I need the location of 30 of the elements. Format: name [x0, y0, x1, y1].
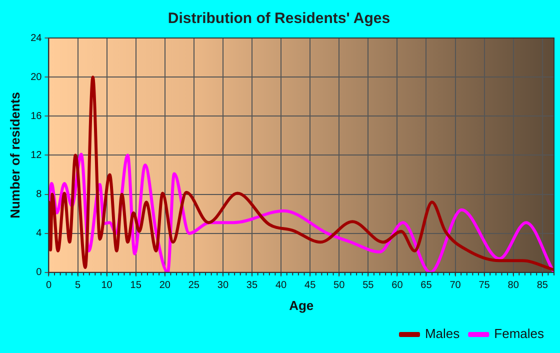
x-tick-label: 65 [420, 280, 432, 292]
x-tick-label: 10 [101, 280, 113, 292]
x-tick-label: 55 [362, 280, 374, 292]
y-axis-title: Number of residents [7, 92, 22, 218]
x-tick-label: 30 [217, 280, 229, 292]
x-tick-label: 70 [450, 280, 462, 292]
y-tick-label: 8 [36, 189, 42, 200]
x-tick-label: 40 [275, 280, 288, 292]
x-tick-label: 5 [74, 280, 81, 292]
legend-label: Females [494, 326, 544, 342]
x-tick-label: 35 [246, 280, 258, 292]
x-tick-label: 60 [392, 280, 404, 292]
y-tick-label: 16 [30, 110, 42, 122]
x-tick-label: 50 [334, 280, 346, 292]
y-tick-label: 20 [30, 72, 42, 83]
chart-title: Distribution of Residents' Ages [168, 10, 390, 28]
y-tick-label: 0 [36, 267, 42, 278]
x-tick-label: 25 [188, 280, 200, 292]
y-tick-label: 24 [30, 32, 42, 44]
x-tick-label: 75 [478, 280, 490, 292]
x-tick-label: 0 [46, 280, 52, 292]
legend-label: Males [424, 326, 460, 342]
x-tick-label: 80 [508, 280, 520, 292]
y-tick-label: 4 [36, 228, 42, 240]
x-tick-label: 85 [536, 280, 548, 292]
x-tick-label: 20 [159, 280, 171, 292]
x-axis-title: Age [289, 298, 314, 313]
x-tick-label: 45 [304, 280, 316, 292]
y-tick-label: 12 [30, 150, 42, 161]
x-tick-label: 15 [130, 280, 142, 292]
